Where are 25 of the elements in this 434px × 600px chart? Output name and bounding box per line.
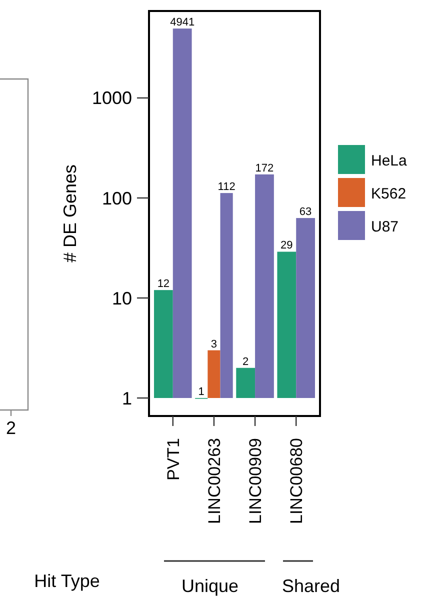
x-tick-label: LINC00909 bbox=[246, 438, 266, 524]
y-tick-label: 1 bbox=[122, 388, 132, 408]
data-label: 172 bbox=[255, 162, 274, 174]
y-tick-label: 100 bbox=[102, 188, 132, 208]
x-tick-label: LINC00263 bbox=[204, 438, 224, 524]
y-tick-label: 10 bbox=[112, 288, 132, 308]
legend-label: U87 bbox=[371, 218, 399, 236]
y-tick-label: 1000 bbox=[92, 88, 132, 108]
data-label: 63 bbox=[299, 206, 312, 218]
data-label: 29 bbox=[280, 240, 293, 252]
data-label: 4941 bbox=[170, 16, 195, 29]
legend-label: HeLa bbox=[371, 152, 408, 170]
y-axis-title: # DE Genes bbox=[60, 164, 80, 263]
data-label: 2 bbox=[242, 356, 249, 368]
text: Shared bbox=[282, 576, 340, 596]
data-label: 3 bbox=[210, 338, 218, 350]
x-tick-label: PVT1 bbox=[164, 438, 183, 481]
data-label: 12 bbox=[157, 278, 170, 290]
text: 2 bbox=[6, 418, 16, 438]
legend-label: K562 bbox=[371, 185, 406, 202]
text: Hit Type bbox=[34, 571, 100, 591]
data-label: 112 bbox=[218, 181, 236, 194]
data-label: 1 bbox=[198, 386, 204, 398]
text: Unique bbox=[181, 576, 239, 596]
x-tick-label: LINC00680 bbox=[287, 438, 306, 524]
